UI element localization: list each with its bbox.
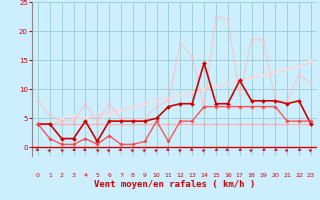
X-axis label: Vent moyen/en rafales ( km/h ): Vent moyen/en rafales ( km/h ) <box>94 180 255 189</box>
